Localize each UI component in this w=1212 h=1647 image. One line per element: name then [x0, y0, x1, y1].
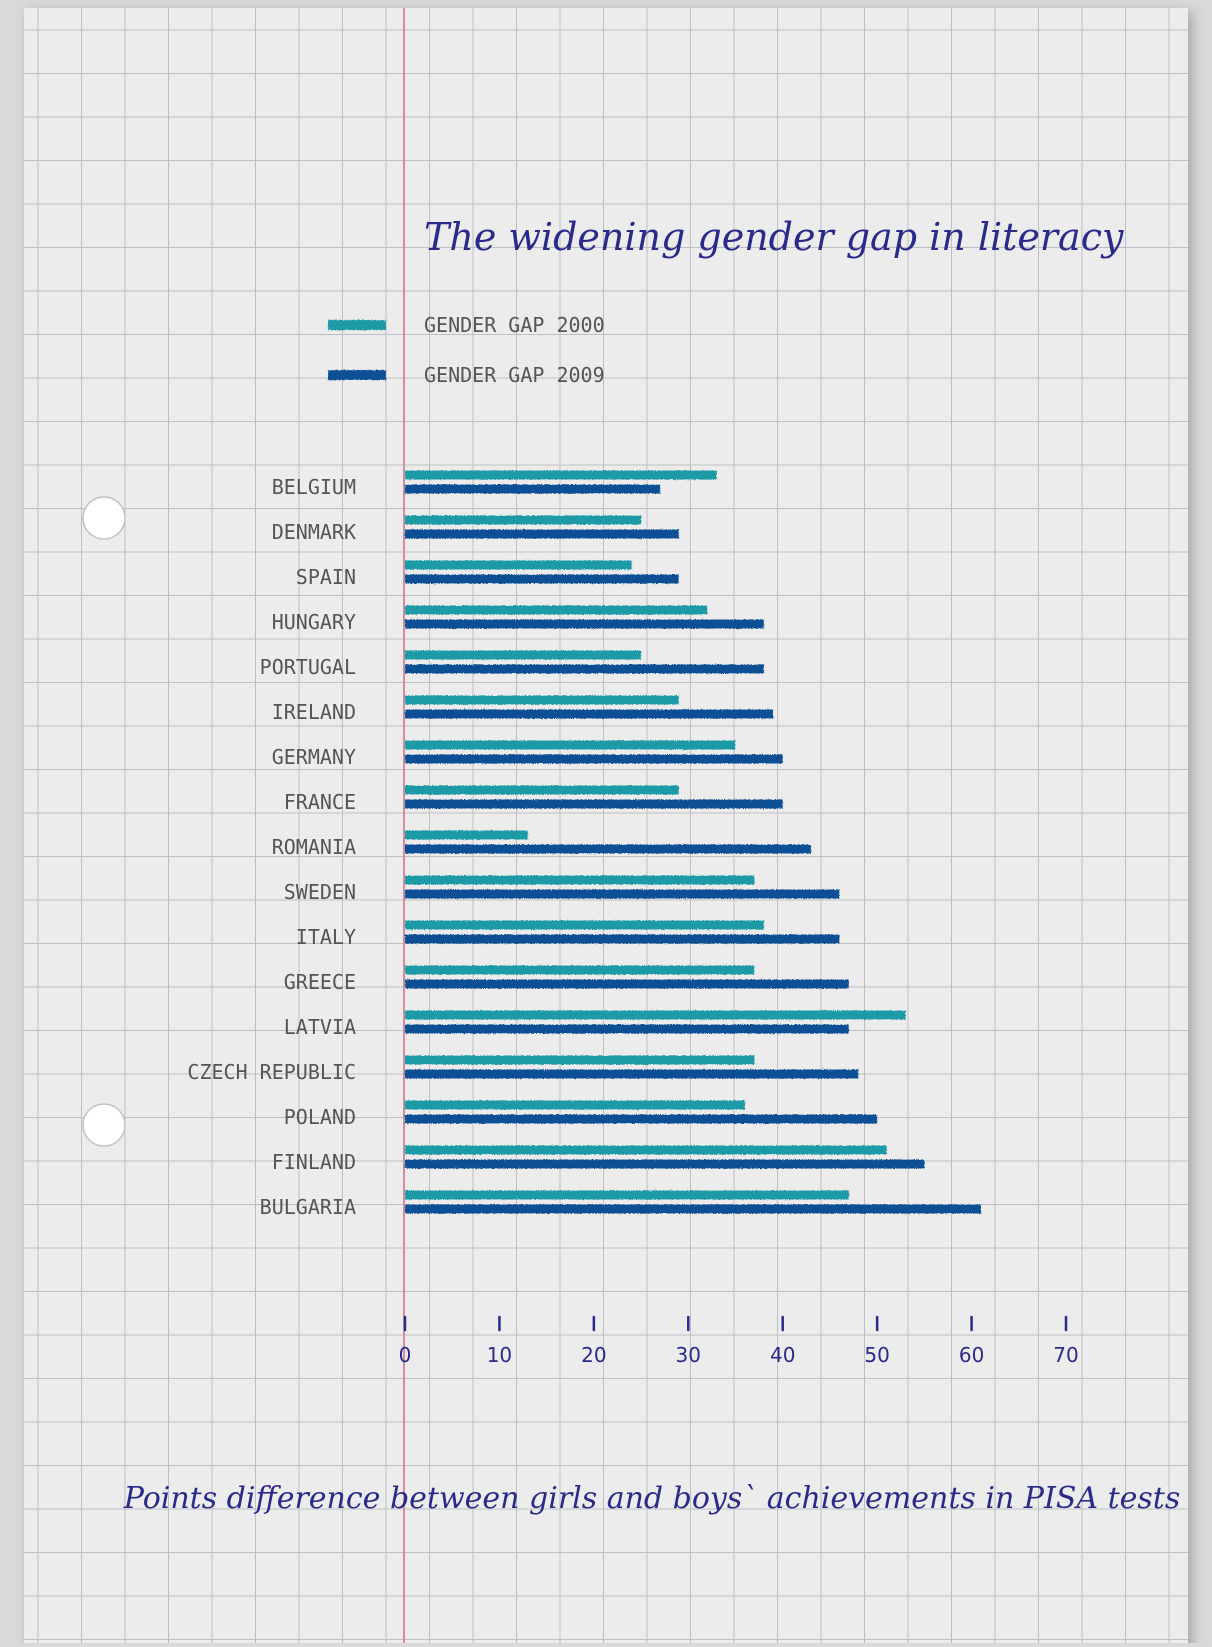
bar	[405, 664, 764, 674]
bar	[405, 979, 849, 989]
grid	[24, 8, 1188, 1643]
x-axis-label: Points difference between girls and boys…	[123, 1481, 1181, 1516]
punch-hole	[82, 1103, 126, 1147]
category-label: ITALY	[296, 925, 356, 949]
punch-hole	[82, 496, 126, 540]
category-label: FRANCE	[284, 790, 356, 814]
bar	[405, 1190, 849, 1200]
bar	[405, 1069, 859, 1079]
bar	[405, 920, 764, 930]
bar	[405, 785, 679, 795]
tick-label: 30	[676, 1343, 701, 1367]
tick-label: 70	[1053, 1343, 1078, 1367]
category-label: SPAIN	[296, 565, 356, 589]
tick-label: 60	[959, 1343, 984, 1367]
bar	[405, 515, 642, 525]
category-label: ROMANIA	[272, 835, 356, 859]
bar	[405, 1055, 755, 1065]
tick-label: 40	[770, 1343, 795, 1367]
category-label: LATVIA	[284, 1015, 356, 1039]
bar	[405, 695, 679, 705]
bar	[405, 1145, 887, 1155]
bar	[405, 1114, 878, 1124]
bar	[405, 574, 679, 584]
bar	[405, 1204, 982, 1214]
category-label: IRELAND	[272, 700, 356, 724]
bar	[405, 470, 717, 480]
category-label: POLAND	[284, 1105, 356, 1129]
category-label: BELGIUM	[272, 475, 356, 499]
bar	[405, 934, 840, 944]
legend-swatch	[328, 320, 386, 330]
category-label: GREECE	[284, 970, 356, 994]
category-label: PORTUGAL	[260, 655, 356, 679]
bar	[405, 484, 660, 494]
legend-label: GENDER GAP 2000	[424, 313, 605, 337]
legend-label: GENDER GAP 2009	[424, 363, 605, 387]
tick-label: 50	[864, 1343, 889, 1367]
bar	[405, 1010, 906, 1020]
category-label: SWEDEN	[284, 880, 356, 904]
bar	[405, 844, 812, 854]
bar	[405, 619, 764, 629]
bar	[405, 560, 632, 570]
bar	[405, 1024, 849, 1034]
category-label: GERMANY	[272, 745, 356, 769]
bar	[405, 754, 783, 764]
chart-title: The widening gender gap in literacy	[424, 215, 1124, 259]
bar	[405, 740, 736, 750]
tick-label: 20	[581, 1343, 606, 1367]
category-label: FINLAND	[272, 1150, 356, 1174]
tick-label: 0	[399, 1343, 412, 1367]
category-label: DENMARK	[272, 520, 356, 544]
bar	[405, 1159, 925, 1169]
bar	[405, 650, 642, 660]
bar	[405, 709, 774, 719]
legend-swatch	[328, 370, 386, 380]
category-label: HUNGARY	[272, 610, 356, 634]
bar	[405, 889, 840, 899]
bar	[405, 830, 528, 840]
bar	[405, 605, 708, 615]
tick-label: 10	[487, 1343, 512, 1367]
bar	[405, 799, 783, 809]
category-label: CZECH REPUBLIC	[187, 1060, 356, 1084]
bar	[405, 965, 755, 975]
paper-sheet	[24, 8, 1188, 1647]
category-label: BULGARIA	[260, 1195, 356, 1219]
bar	[405, 529, 679, 539]
bar	[405, 1100, 745, 1110]
bar	[405, 875, 755, 885]
